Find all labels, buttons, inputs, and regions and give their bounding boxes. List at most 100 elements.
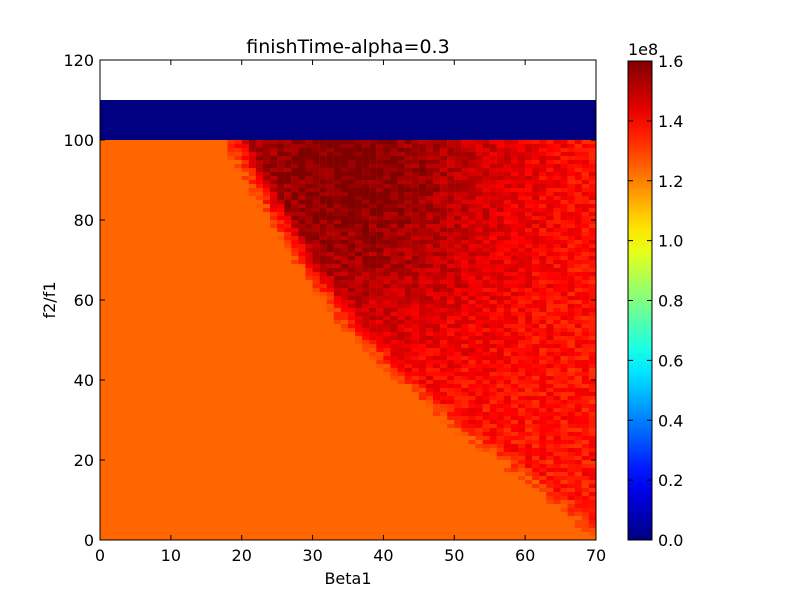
heatmap-cell xyxy=(326,179,334,185)
heatmap-cell xyxy=(560,427,568,433)
heatmap-cell xyxy=(574,455,582,461)
heatmap-cell xyxy=(454,383,462,389)
heatmap-cell xyxy=(496,367,504,373)
heatmap-cell xyxy=(496,311,504,317)
heatmap-cell xyxy=(333,195,341,201)
heatmap-cell xyxy=(581,511,589,517)
heatmap-cell xyxy=(376,195,384,201)
heatmap-cell xyxy=(369,183,377,189)
heatmap-cell xyxy=(397,363,405,369)
heatmap-cell xyxy=(503,163,512,169)
heatmap-cell xyxy=(482,183,490,189)
heatmap-cell xyxy=(482,255,490,261)
heatmap-cell xyxy=(390,239,398,245)
heatmap-cell xyxy=(468,139,476,145)
heatmap-cell xyxy=(355,319,363,325)
heatmap-cell xyxy=(461,151,469,157)
heatmap-cell xyxy=(518,363,526,369)
heatmap-cell xyxy=(340,163,349,169)
heatmap-cell xyxy=(553,339,561,345)
heatmap-cell xyxy=(574,303,582,309)
heatmap-cell xyxy=(588,531,597,537)
heatmap-cell xyxy=(390,259,398,265)
heatmap-cell xyxy=(447,359,455,365)
heatmap-cell xyxy=(518,475,526,481)
heatmap-cell xyxy=(567,499,575,505)
heatmap-cell xyxy=(305,147,313,153)
heatmap-cell xyxy=(510,227,519,233)
heatmap-cell xyxy=(496,215,504,221)
heatmap-cell xyxy=(461,207,469,213)
heatmap-cell xyxy=(503,319,512,325)
heatmap-cell xyxy=(588,275,597,281)
heatmap-cell xyxy=(447,239,455,245)
colorbar-tick-label: 0.4 xyxy=(658,411,683,430)
heatmap-cell xyxy=(475,387,483,393)
heatmap-cell xyxy=(581,351,589,357)
heatmap-cell xyxy=(546,331,554,337)
heatmap-cell xyxy=(468,187,476,193)
heatmap-cell xyxy=(326,239,334,245)
heatmap-cell xyxy=(440,283,448,289)
heatmap-cell xyxy=(390,355,398,361)
heatmap-cell xyxy=(425,139,434,145)
heatmap-cell xyxy=(404,331,412,337)
heatmap-cell xyxy=(553,163,561,169)
heatmap-cell xyxy=(574,231,582,237)
heatmap-cell xyxy=(496,315,504,321)
heatmap-cell xyxy=(432,279,441,285)
heatmap-cell xyxy=(312,223,320,229)
heatmap-cell xyxy=(305,143,313,149)
heatmap-cell xyxy=(503,283,512,289)
heatmap-cell xyxy=(319,191,327,197)
heatmap-cell xyxy=(588,183,597,189)
heatmap-cell xyxy=(312,203,320,209)
heatmap-cell xyxy=(418,355,426,361)
heatmap-cell xyxy=(284,139,292,145)
heatmap-cell xyxy=(461,431,469,437)
heatmap-cell xyxy=(418,251,426,257)
heatmap-cell xyxy=(404,215,412,221)
heatmap-cell xyxy=(539,239,547,245)
heatmap-cell xyxy=(510,199,519,205)
heatmap-cell xyxy=(482,247,490,253)
heatmap-cell xyxy=(518,147,526,153)
heatmap-cell xyxy=(447,151,455,157)
heatmap-cell xyxy=(390,231,398,237)
heatmap-cell xyxy=(475,151,483,157)
heatmap-cell xyxy=(475,391,483,397)
heatmap-cell xyxy=(440,231,448,237)
heatmap-cell xyxy=(574,371,582,377)
heatmap-cell xyxy=(539,175,547,181)
heatmap-cell xyxy=(362,175,370,181)
heatmap-cell xyxy=(447,175,455,181)
heatmap-cell xyxy=(574,367,582,373)
plot-area xyxy=(100,100,597,540)
heatmap-cell xyxy=(475,319,483,325)
heatmap-cell xyxy=(518,403,526,409)
heatmap-cell xyxy=(525,395,533,401)
heatmap-cell xyxy=(383,279,391,285)
heatmap-cell xyxy=(503,427,512,433)
heatmap-cell xyxy=(369,223,377,229)
heatmap-cell xyxy=(369,259,377,265)
heatmap-cell xyxy=(447,291,455,297)
heatmap-cell xyxy=(432,167,441,173)
heatmap-cell xyxy=(553,491,561,497)
heatmap-cell xyxy=(475,299,483,305)
heatmap-cell xyxy=(355,283,363,289)
heatmap-cell xyxy=(355,211,363,217)
heatmap-cell xyxy=(539,247,547,253)
heatmap-cell xyxy=(432,307,441,313)
heatmap-cell xyxy=(432,267,441,273)
heatmap-cell xyxy=(454,259,462,265)
heatmap-cell xyxy=(340,291,349,297)
heatmap-cell xyxy=(447,295,455,301)
heatmap-cell xyxy=(454,287,462,293)
heatmap-cell xyxy=(432,259,441,265)
heatmap-cell xyxy=(539,371,547,377)
heatmap-cell xyxy=(447,403,455,409)
heatmap-cell xyxy=(567,375,575,381)
heatmap-cell xyxy=(553,395,561,401)
heatmap-cell xyxy=(362,251,370,257)
